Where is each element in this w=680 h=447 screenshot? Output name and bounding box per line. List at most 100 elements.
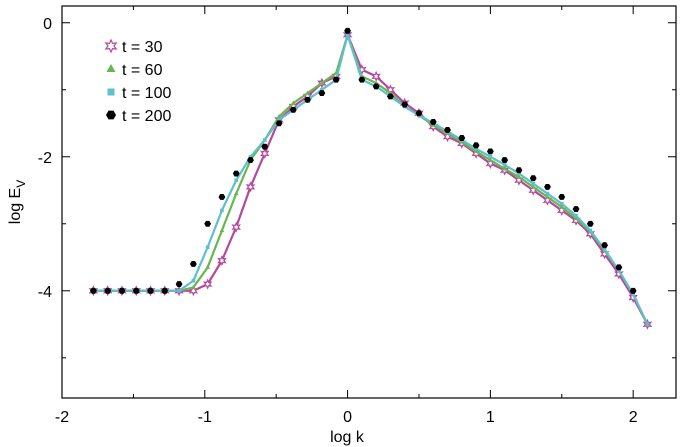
- data-point: [617, 268, 621, 273]
- data-point: [559, 201, 564, 206]
- data-point: [401, 101, 409, 108]
- data-point: [262, 138, 267, 142]
- y-tick-label: -2: [38, 150, 52, 167]
- data-point: [387, 93, 394, 100]
- series-2: [91, 32, 650, 326]
- data-point: [601, 242, 608, 249]
- data-point: [202, 278, 213, 290]
- data-point: [515, 167, 523, 174]
- y-axis-title-main: log E: [7, 188, 24, 224]
- data-point: [248, 154, 253, 159]
- x-tick-label: 1: [486, 409, 495, 426]
- series-layer: [88, 27, 653, 330]
- y-tick-label: -4: [38, 284, 52, 301]
- data-point: [628, 292, 638, 303]
- legend-label: t = 30: [122, 39, 163, 56]
- data-point: [275, 120, 283, 127]
- data-point: [231, 221, 241, 233]
- data-point: [501, 157, 509, 164]
- data-point: [234, 178, 239, 183]
- data-point: [277, 118, 281, 122]
- legend-label: t = 60: [122, 62, 163, 79]
- x-tick-label: -1: [198, 409, 212, 426]
- data-point: [486, 148, 494, 155]
- plot-frame: [61, 5, 677, 399]
- data-point: [586, 220, 594, 227]
- data-point: [205, 245, 210, 250]
- data-point: [217, 255, 227, 267]
- data-point: [502, 162, 507, 167]
- x-tick-label: 2: [629, 409, 638, 426]
- y-tick-label: 0: [43, 16, 52, 33]
- data-point: [631, 292, 635, 296]
- data-point: [544, 183, 551, 190]
- data-point: [318, 90, 326, 97]
- y-axis-title: log EV: [7, 180, 28, 224]
- data-point: [305, 90, 310, 95]
- data-point: [358, 76, 366, 83]
- data-point: [502, 166, 507, 171]
- data-point: [245, 181, 256, 193]
- data-point: [529, 175, 537, 182]
- data-point: [247, 157, 254, 164]
- data-point: [517, 171, 521, 176]
- data-point: [645, 322, 650, 327]
- data-point: [220, 208, 224, 213]
- data-point: [602, 247, 607, 252]
- legend-marker: [106, 64, 116, 72]
- data-point: [191, 278, 196, 283]
- y-axis-title-subscript: V: [14, 180, 28, 188]
- data-point: [204, 220, 212, 227]
- legend-label: t = 100: [122, 85, 171, 102]
- data-point: [304, 96, 311, 103]
- data-point: [344, 27, 351, 34]
- data-point: [516, 174, 522, 179]
- data-point: [219, 227, 225, 233]
- data-point: [488, 157, 493, 162]
- data-point: [429, 118, 437, 125]
- data-point: [90, 287, 97, 294]
- data-point: [557, 204, 567, 216]
- legend-marker: [107, 88, 115, 96]
- x-tick-label: -2: [55, 409, 69, 426]
- data-point: [558, 194, 566, 200]
- data-point: [232, 170, 240, 177]
- data-point: [372, 83, 380, 90]
- x-tick-label: 0: [343, 409, 352, 426]
- data-point: [588, 228, 593, 233]
- x-axis-title: log k: [330, 429, 365, 446]
- data-point: [175, 281, 183, 288]
- data-point: [545, 194, 550, 199]
- data-point: [189, 261, 197, 267]
- data-point: [320, 87, 324, 92]
- data-point: [415, 110, 423, 117]
- data-point: [261, 143, 269, 150]
- series-1: [88, 29, 653, 330]
- data-point: [599, 248, 610, 260]
- data-point: [319, 80, 325, 85]
- legend-marker: [104, 38, 118, 54]
- data-point: [290, 100, 296, 105]
- data-point: [474, 146, 478, 151]
- data-point: [473, 148, 479, 153]
- data-point: [147, 287, 154, 294]
- data-point: [118, 287, 126, 294]
- data-point: [629, 287, 637, 294]
- data-point: [531, 181, 536, 186]
- data-point: [289, 106, 297, 113]
- series-line: [93, 33, 649, 325]
- data-point: [488, 154, 493, 159]
- data-point: [132, 287, 140, 294]
- data-point: [585, 228, 596, 240]
- legend: t = 30 t = 60 t = 100 t = 200: [104, 38, 171, 125]
- series-3: [91, 32, 650, 327]
- series-4: [90, 27, 637, 294]
- series-line: [93, 33, 649, 325]
- data-point: [218, 194, 226, 200]
- data-point: [177, 288, 181, 293]
- series-line: [93, 33, 649, 325]
- data-point: [545, 191, 550, 196]
- data-point: [332, 76, 340, 83]
